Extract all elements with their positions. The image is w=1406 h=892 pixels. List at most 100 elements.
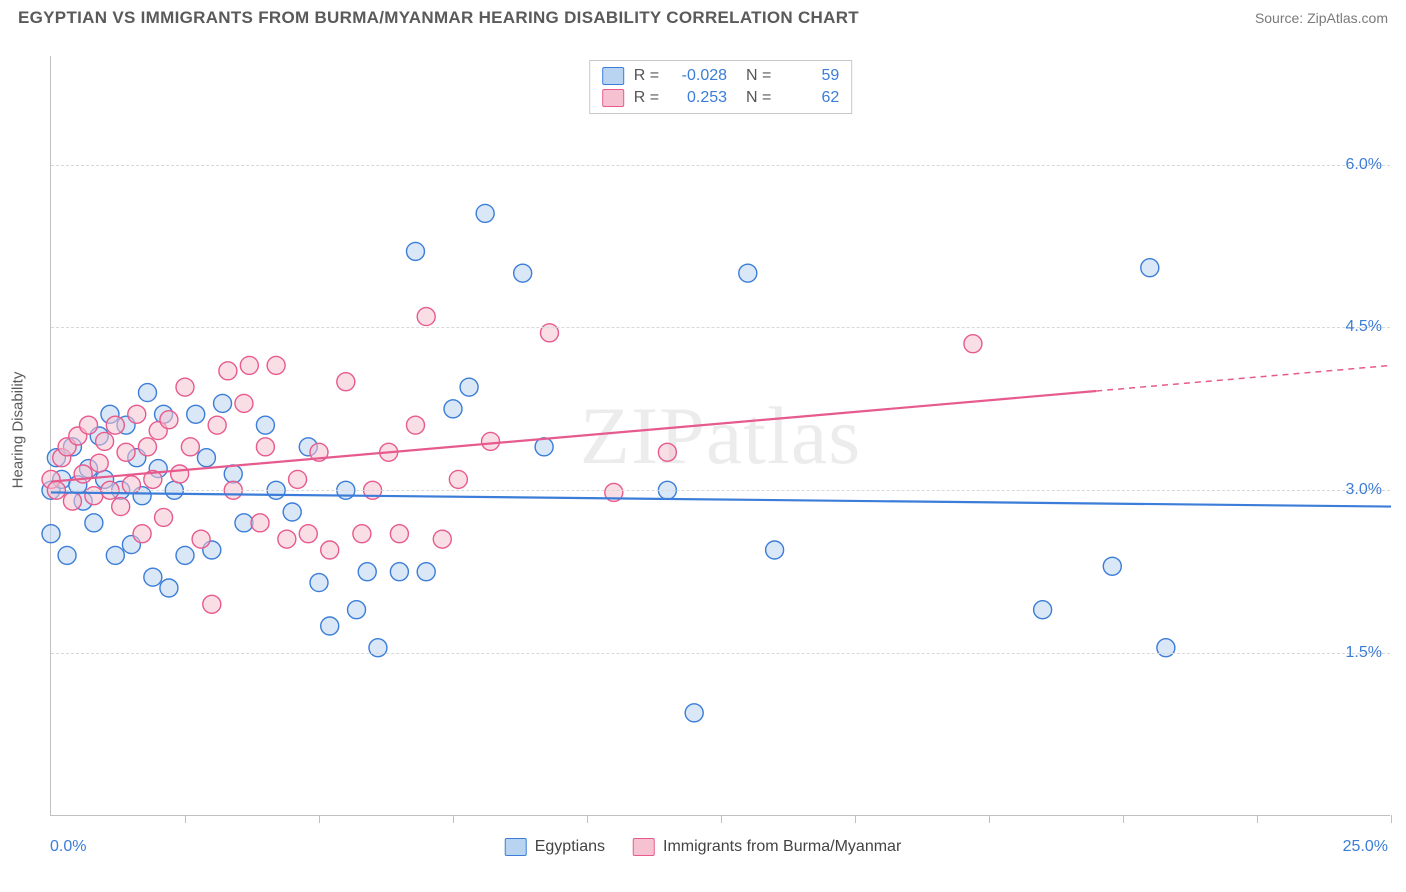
data-point [133,525,151,543]
x-tick [721,815,722,823]
data-point [176,546,194,564]
data-point [964,335,982,353]
data-point [106,546,124,564]
x-tick [587,815,588,823]
data-point [251,514,269,532]
data-point [90,454,108,472]
y-axis-label: Hearing Disability [10,372,27,489]
data-point [192,530,210,548]
r-label: R = [634,67,659,85]
data-point [80,416,98,434]
n-label: N = [737,89,771,107]
trend-line [51,391,1096,482]
data-point [514,264,532,282]
gridline [51,653,1390,654]
trend-line [51,492,1391,506]
data-point [58,546,76,564]
data-point [181,438,199,456]
x-tick [185,815,186,823]
data-point [278,530,296,548]
data-point [658,443,676,461]
r-label: R = [634,89,659,107]
data-point [235,514,253,532]
data-point [144,568,162,586]
data-point [171,465,189,483]
data-point [321,541,339,559]
legend-label-2: Immigrants from Burma/Myanmar [663,838,901,856]
data-point [106,416,124,434]
y-tick-label: 1.5% [1346,644,1382,662]
page-title: EGYPTIAN VS IMMIGRANTS FROM BURMA/MYANMA… [18,8,859,28]
data-point [433,530,451,548]
x-axis-min-label: 0.0% [50,838,86,856]
data-point [267,356,285,374]
data-point [739,264,757,282]
data-point [482,432,500,450]
x-tick [1123,815,1124,823]
r-value-2: 0.253 [669,89,727,107]
data-point [256,438,274,456]
series-legend: Egyptians Immigrants from Burma/Myanmar [505,838,902,856]
data-point [160,579,178,597]
swatch-series-2 [633,838,655,856]
data-point [460,378,478,396]
data-point [176,378,194,396]
data-point [406,416,424,434]
data-point [138,438,156,456]
data-point [112,498,130,516]
data-point [160,411,178,429]
data-point [417,308,435,326]
x-axis-max-label: 25.0% [1343,838,1388,856]
data-point [187,405,205,423]
data-point [197,449,215,467]
data-point [417,563,435,581]
x-tick [855,815,856,823]
r-value-1: -0.028 [669,67,727,85]
data-point [208,416,226,434]
data-point [406,242,424,260]
y-tick-label: 4.5% [1346,318,1382,336]
swatch-series-2 [602,89,624,107]
data-point [299,525,317,543]
data-point [321,617,339,635]
swatch-series-1 [505,838,527,856]
data-point [1034,601,1052,619]
data-point [240,356,258,374]
plot-svg [51,56,1390,815]
data-point [337,373,355,391]
data-point [348,601,366,619]
data-point [685,704,703,722]
data-point [390,525,408,543]
gridline [51,165,1390,166]
gridline [51,327,1390,328]
data-point [203,595,221,613]
x-tick [1257,815,1258,823]
n-value-2: 62 [781,89,839,107]
legend-item-2: Immigrants from Burma/Myanmar [633,838,901,856]
data-point [535,438,553,456]
data-point [1141,259,1159,277]
data-point [390,563,408,581]
stats-row-2: R = 0.253 N = 62 [602,87,840,109]
data-point [353,525,371,543]
data-point [449,470,467,488]
data-point [219,362,237,380]
swatch-series-1 [602,67,624,85]
source-label: Source: ZipAtlas.com [1255,10,1388,26]
data-point [155,508,173,526]
data-point [117,443,135,461]
data-point [476,204,494,222]
x-tick [989,815,990,823]
trend-line-extrapolated [1096,365,1391,391]
stats-legend: R = -0.028 N = 59 R = 0.253 N = 62 [589,60,853,114]
data-point [224,465,242,483]
data-point [1103,557,1121,575]
y-tick-label: 3.0% [1346,481,1382,499]
data-point [235,394,253,412]
y-tick-label: 6.0% [1346,156,1382,174]
stats-row-1: R = -0.028 N = 59 [602,65,840,87]
data-point [283,503,301,521]
x-tick [453,815,454,823]
data-point [128,405,146,423]
data-point [310,574,328,592]
